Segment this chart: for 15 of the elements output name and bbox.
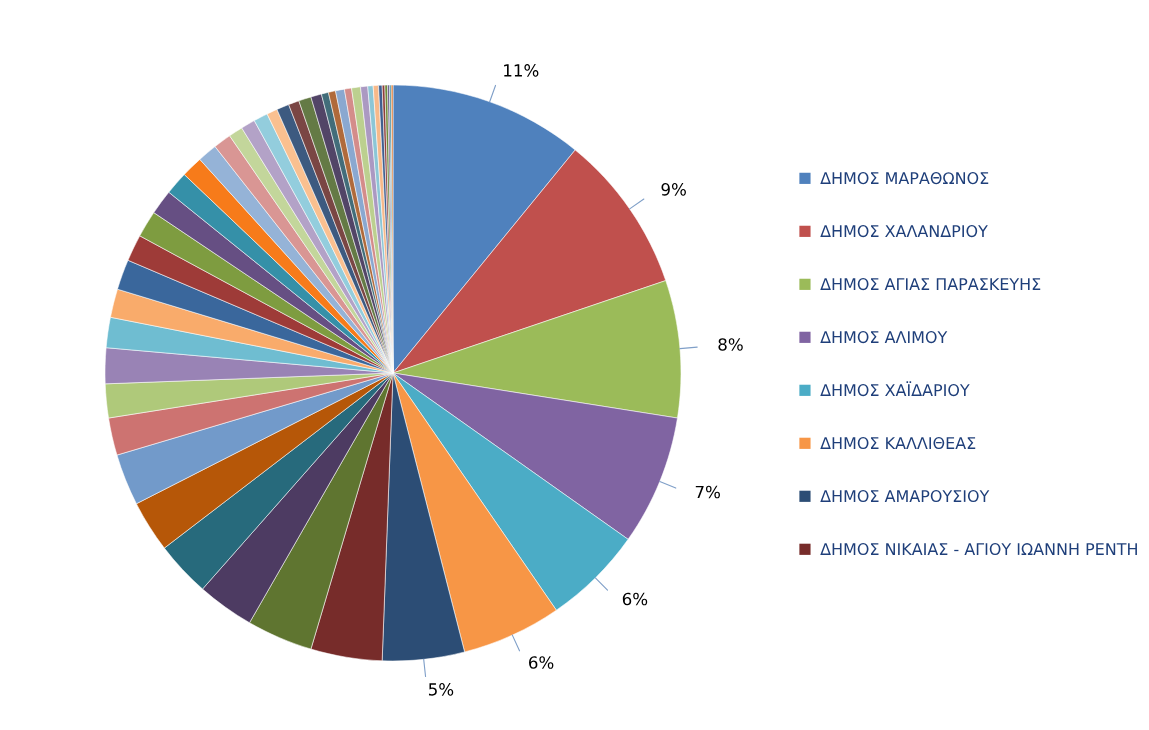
legend-label: ΔΗΜΟΣ ΚΑΛΛΙΘΕΑΣ (820, 437, 976, 450)
data-label: 7% (695, 485, 720, 499)
legend-label: ΔΗΜΟΣ ΑΓΙΑΣ ΠΑΡΑΣΚΕΥΗΣ (820, 278, 1041, 291)
data-label: 9% (661, 183, 686, 196)
legend-label: ΔΗΜΟΣ ΑΛΙΜΟΥ (820, 331, 948, 344)
data-label: 8% (718, 338, 743, 351)
legend-label: ΔΗΜΟΣ ΑΜΑΡΟΥΣΙΟΥ (820, 490, 990, 503)
legend-label: ΔΗΜΟΣ ΧΑΪΔΑΡΙΟΥ (820, 381, 970, 397)
data-label: 11% (504, 64, 539, 77)
legend-label: ΔΗΜΟΣ ΧΑΛΑΝΔΡΙΟΥ (820, 225, 988, 238)
legend-label: ΔΗΜΟΣ ΜΑΡΑΘΩΝΟΣ (820, 172, 989, 185)
data-label: 6% (622, 592, 648, 606)
data-label: 5% (428, 683, 454, 696)
legend-label: ΔΗΜΟΣ ΝΙΚΑΙΑΣ - ΑΓΙΟΥ ΙΩΑΝΝΗ ΡΕΝΤΗ (820, 543, 1137, 556)
data-label: 6% (529, 656, 554, 669)
